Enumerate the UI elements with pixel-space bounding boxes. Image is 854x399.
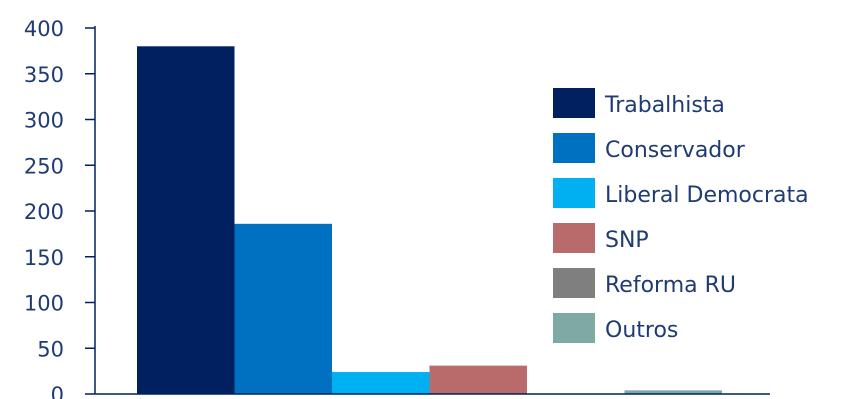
y-axis: 0 50 100 150 200 250 300 350 400	[24, 17, 96, 399]
legend-swatch-reforma-ru	[553, 268, 595, 298]
bar-snp	[429, 365, 527, 394]
y-tick-label: 300	[24, 109, 64, 133]
legend-label-outros: Outros	[605, 318, 678, 343]
y-tick-label: 50	[37, 337, 64, 361]
legend-swatch-liberal-democrata	[553, 178, 595, 208]
bar-liberal-democrata	[332, 372, 430, 394]
y-tick-label: 150	[24, 246, 64, 270]
legend-swatch-snp	[553, 223, 595, 253]
legend-swatch-trabalhista	[553, 88, 595, 118]
y-tick-label: 250	[24, 154, 64, 178]
bar-trabalhista	[137, 46, 235, 395]
y-tick-label: 200	[24, 200, 64, 224]
legend-label-conservador: Conservador	[605, 138, 746, 163]
bar-outros	[624, 390, 722, 394]
legend-label-trabalhista: Trabalhista	[604, 93, 725, 118]
y-tick-label: 100	[24, 292, 64, 316]
legend-label-snp: SNP	[605, 228, 649, 253]
legend-label-reforma-ru: Reforma RU	[605, 273, 736, 298]
y-tick-label: 350	[24, 63, 64, 87]
legend-swatch-outros	[553, 313, 595, 343]
legend-label-liberal-democrata: Liberal Democrata	[605, 183, 809, 208]
legend: Trabalhista Conservador Liberal Democrata S…	[553, 88, 809, 343]
bars	[137, 46, 722, 395]
bar-conservador	[234, 223, 332, 394]
legend-swatch-conservador	[553, 133, 595, 163]
y-tick-label: 400	[24, 17, 64, 41]
y-tick-label: 0	[51, 383, 64, 399]
